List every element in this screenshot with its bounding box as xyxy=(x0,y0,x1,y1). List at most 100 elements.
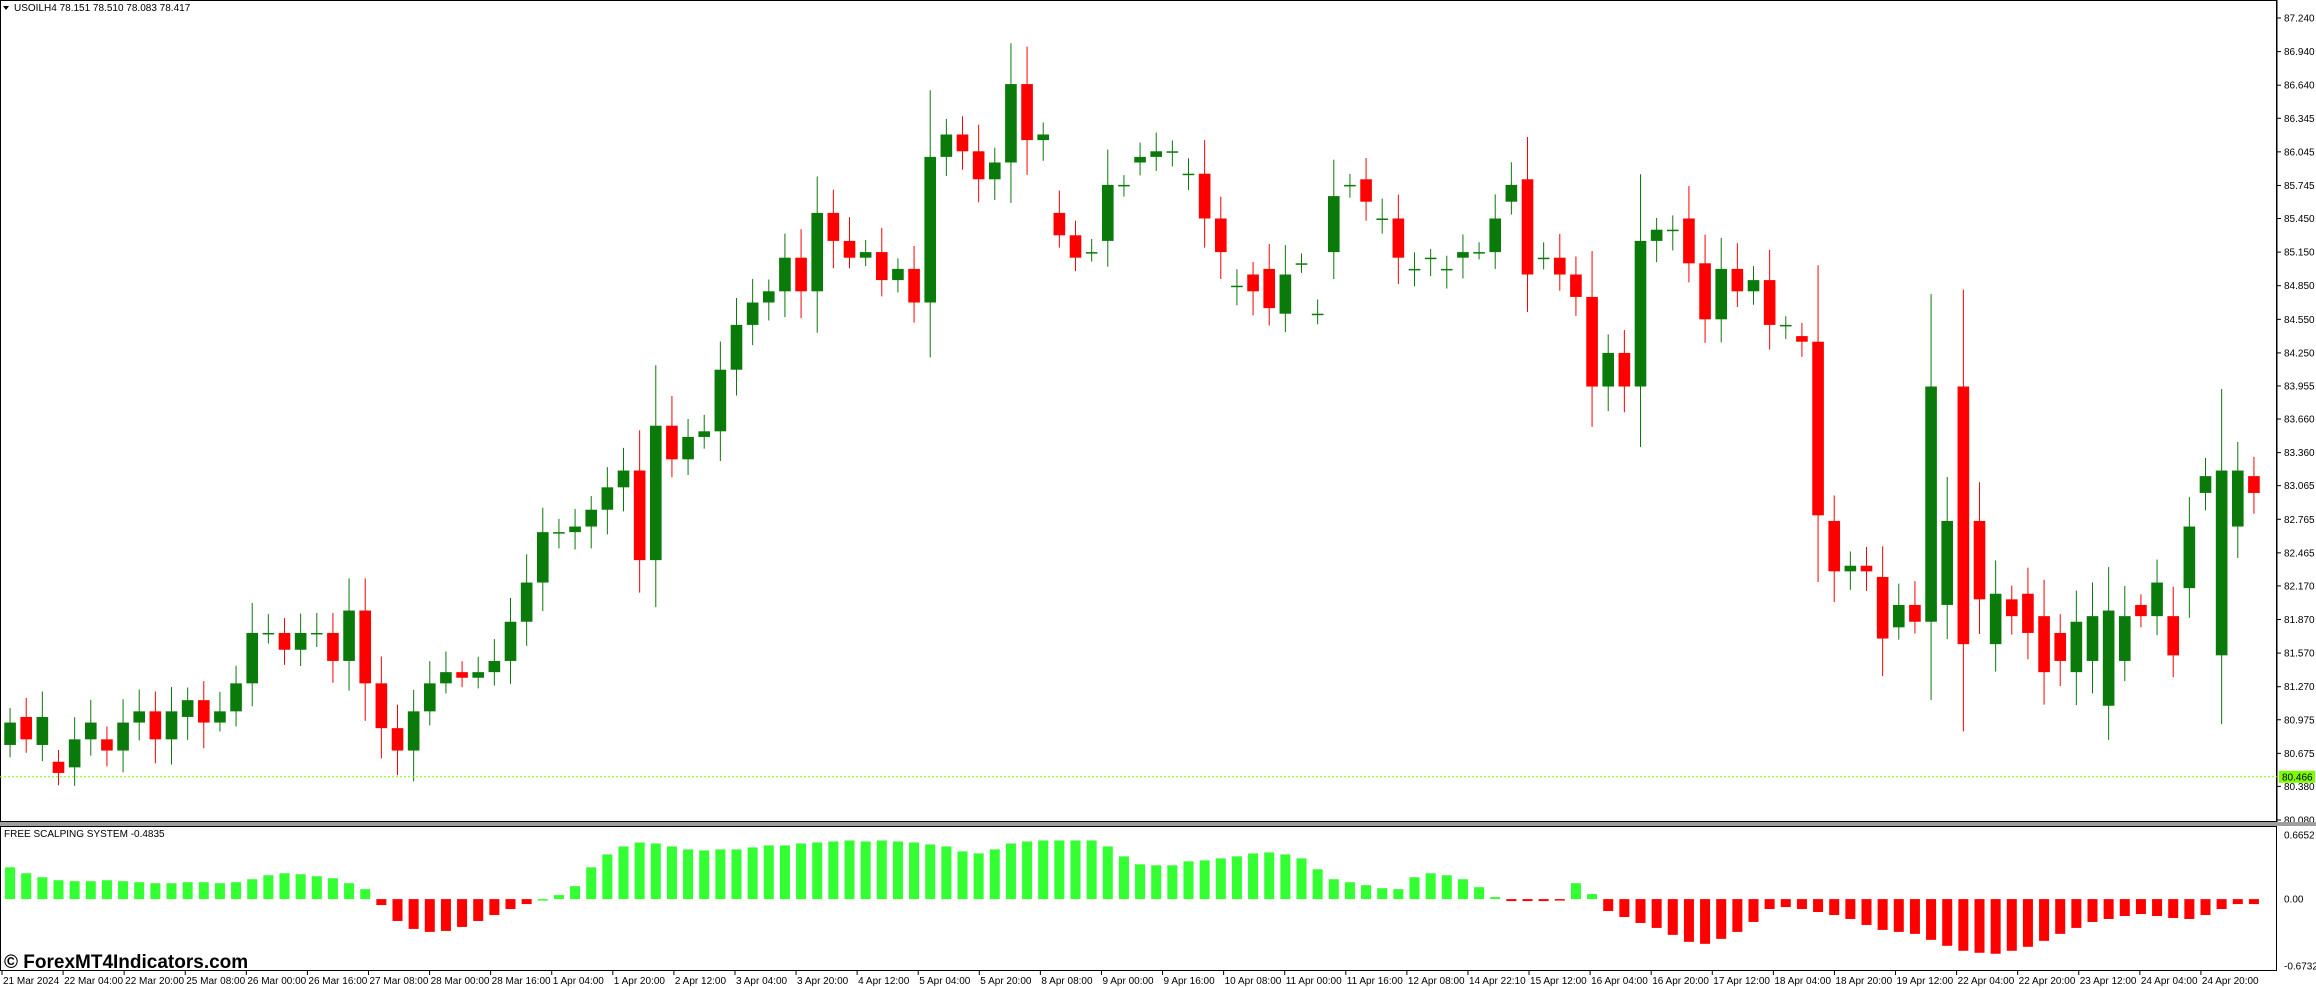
candle-body xyxy=(746,302,759,325)
indicator-bar xyxy=(505,899,516,910)
indicator-bar xyxy=(1700,899,1711,944)
candle xyxy=(1005,43,1017,203)
candle-body xyxy=(633,470,646,561)
chevron-down-icon[interactable] xyxy=(3,6,9,10)
time-tick-label: 22 Apr 04:00 xyxy=(1958,976,2015,987)
indicator-bar xyxy=(2039,899,2050,941)
indicator-bar xyxy=(1151,865,1162,900)
candle xyxy=(1085,238,1098,262)
candle xyxy=(1553,233,1566,291)
candle-body xyxy=(1618,352,1631,387)
candle-body xyxy=(811,212,824,292)
candle-body xyxy=(1844,565,1857,572)
indicator-tick-label: 0.00 xyxy=(2284,895,2304,906)
price-tick-label: 80.675 xyxy=(2284,749,2315,760)
time-tick-label: 3 Apr 20:00 xyxy=(797,976,849,987)
candle-body xyxy=(762,291,775,303)
candle-body xyxy=(585,509,598,527)
candle xyxy=(1198,140,1211,248)
candle xyxy=(2199,457,2212,511)
indicator-bar xyxy=(489,899,500,916)
candle-body xyxy=(1892,604,1905,628)
candle xyxy=(246,602,259,707)
candle-body xyxy=(1392,218,1405,258)
candle-body xyxy=(1537,257,1550,260)
candle-body xyxy=(327,632,339,661)
indicator-bar xyxy=(634,842,645,900)
candle xyxy=(1344,173,1356,198)
indicator-bar xyxy=(2006,899,2017,951)
price-tick-label: 86.940 xyxy=(2284,47,2315,58)
indicator-bar xyxy=(521,899,532,905)
candle-body xyxy=(795,257,807,292)
pane-separator[interactable] xyxy=(0,822,2316,826)
candle xyxy=(1118,175,1130,197)
candle xyxy=(892,258,904,293)
price-tick-label: 85.150 xyxy=(2284,248,2315,259)
candle xyxy=(1860,546,1873,591)
candle xyxy=(1489,194,1502,269)
candle xyxy=(1618,329,1631,413)
candle xyxy=(2086,582,2099,694)
candle-body xyxy=(2231,470,2244,527)
indicator-bar xyxy=(1732,899,1743,932)
time-tick-label: 26 Mar 16:00 xyxy=(308,976,367,987)
candle xyxy=(1796,322,1808,357)
candle xyxy=(988,147,1001,201)
candle-body xyxy=(843,240,856,258)
candle xyxy=(504,597,517,684)
indicator-bar xyxy=(1086,840,1097,900)
candle xyxy=(1069,220,1082,272)
indicator-bar xyxy=(1619,899,1630,917)
candle xyxy=(375,656,388,759)
indicator-bar xyxy=(1377,888,1388,900)
candle-body xyxy=(1198,173,1211,219)
main-price-pane[interactable]: 87.240 86.940 86.640 86.345 86.045 85.745 85.4… xyxy=(0,0,2315,827)
candle xyxy=(36,691,49,762)
candle-body xyxy=(1101,184,1114,241)
indicator-pane[interactable]: 0.6652 0.00 -0.6732 FREE SCALPING SYSTEM -… xyxy=(0,826,2316,973)
candle xyxy=(20,697,33,753)
indicator-bar xyxy=(1538,899,1549,902)
candle-body xyxy=(988,162,1001,180)
time-tick-label: 27 Mar 08:00 xyxy=(369,976,428,987)
indicator-bar xyxy=(2200,899,2211,916)
candle-body xyxy=(1118,184,1130,187)
indicator-bar xyxy=(2087,899,2098,922)
indicator-bar xyxy=(779,845,790,900)
indicator-bar xyxy=(1893,899,1904,932)
candle xyxy=(2135,594,2147,628)
time-tick-label: 3 Apr 04:00 xyxy=(736,976,788,987)
time-tick-label: 5 Apr 20:00 xyxy=(980,976,1032,987)
candle xyxy=(52,749,65,786)
indicator-bar xyxy=(1054,840,1065,900)
indicator-bar xyxy=(1118,856,1129,900)
candle-body xyxy=(1666,229,1679,232)
indicator-bar xyxy=(150,883,161,900)
candle-body xyxy=(68,739,81,768)
candle-body xyxy=(230,683,242,712)
candle xyxy=(197,681,210,749)
candle-body xyxy=(133,711,146,723)
time-tick-label: 25 Mar 08:00 xyxy=(186,976,245,987)
indicator-header: FREE SCALPING SYSTEM -0.4835 xyxy=(4,829,165,840)
indicator-bar xyxy=(796,843,807,900)
candle-body xyxy=(1941,520,1954,605)
candle-body xyxy=(1553,257,1566,275)
price-tick-label: 80.380 xyxy=(2284,782,2315,793)
candle xyxy=(1731,243,1744,307)
candle xyxy=(1360,158,1372,221)
candle-body xyxy=(892,268,904,281)
indicator-bar xyxy=(747,847,758,900)
candle-body xyxy=(682,436,694,460)
candle-body xyxy=(649,425,662,561)
indicator-bar xyxy=(844,840,855,900)
candle xyxy=(343,578,355,691)
watermark: © ForexMT4Indicators.com xyxy=(4,952,248,973)
indicator-bar xyxy=(925,844,936,900)
candle xyxy=(520,554,533,646)
indicator-bar xyxy=(1441,875,1452,900)
indicator-bar xyxy=(1474,887,1485,900)
time-tick-label: 16 Apr 20:00 xyxy=(1652,976,1709,987)
